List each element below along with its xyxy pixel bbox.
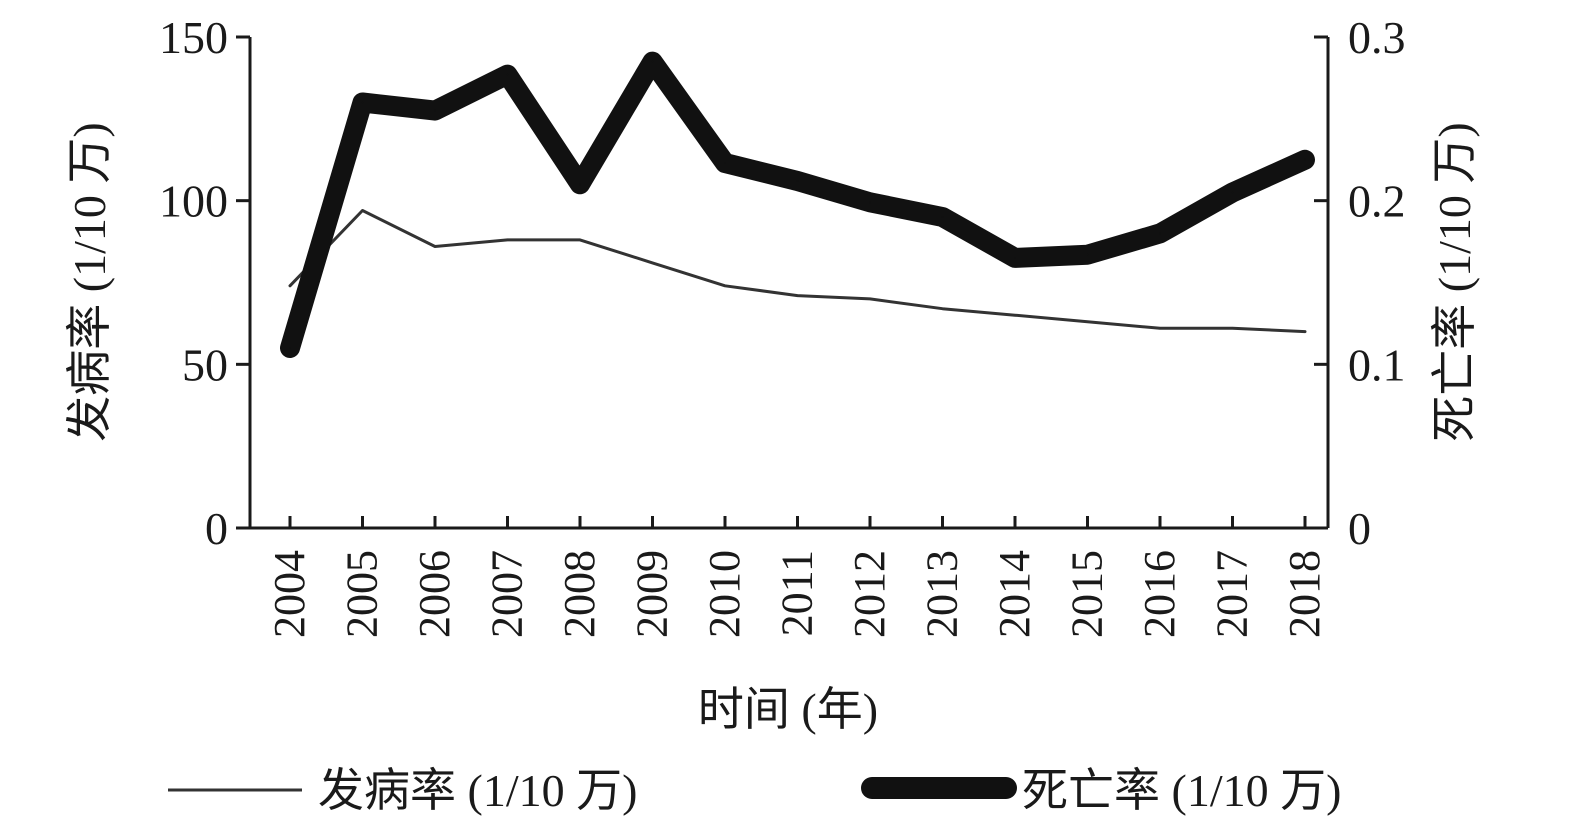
mortality-data-point <box>361 101 364 104</box>
x-tick-label: 2018 <box>1280 550 1329 638</box>
incidence-data-point <box>579 239 581 241</box>
incidence-data-point <box>1304 330 1306 333</box>
mortality-data-point <box>1159 232 1161 235</box>
legend: 发病率 (1/10 万) 死亡率 (1/10 万) <box>168 765 1341 816</box>
y-right-tick-label: 0.2 <box>1348 176 1406 227</box>
legend-label-mortality: 死亡率 (1/10 万) <box>1022 765 1341 816</box>
incidence-data-point <box>1231 327 1234 330</box>
incidence-data-point <box>724 284 726 287</box>
mortality-data-point <box>1304 158 1306 161</box>
y-left-tick-label: 150 <box>159 12 228 63</box>
x-tick-label: 2009 <box>628 550 677 638</box>
mortality-data-point <box>289 346 291 349</box>
x-tick-label: 2007 <box>483 550 532 638</box>
y-left-axis-label: 发病率 (1/10 万) <box>64 122 115 441</box>
x-tick-label: 2015 <box>1063 550 1112 638</box>
x-tick-label: 2017 <box>1208 550 1257 638</box>
series-layer <box>280 51 1315 358</box>
mortality-data-point <box>506 73 509 76</box>
y-left-tick-label: 0 <box>205 503 228 554</box>
mortality-data-point <box>1014 256 1016 259</box>
incidence-data-point <box>434 245 436 248</box>
x-tick-label: 2011 <box>773 550 822 636</box>
left-ticks: 0 50 100 150 <box>159 12 250 554</box>
y-right-axis-label: 死亡率 (1/10 万) <box>1429 122 1480 441</box>
mortality-data-point <box>1231 191 1234 194</box>
incidence-data-point <box>869 298 871 300</box>
x-tick-label: 2004 <box>265 550 314 638</box>
x-tick-label: 2010 <box>700 550 749 638</box>
mortality-data-point <box>724 162 726 165</box>
x-tick-label: 2014 <box>990 550 1039 638</box>
mortality-data-point <box>651 60 654 63</box>
y-left-tick-label: 50 <box>182 339 228 390</box>
incidence-data-point <box>1159 327 1161 330</box>
mortality-data-point <box>869 201 871 204</box>
x-axis-label: 时间 (年) <box>698 684 878 735</box>
right-ticks: 0 0.1 0.2 0.3 <box>1314 12 1406 554</box>
incidence-data-point <box>796 294 799 297</box>
mortality-data-point <box>941 216 944 219</box>
x-tick-label: 2006 <box>410 550 459 638</box>
mortality-data-point <box>796 180 799 183</box>
incidence-data-point <box>506 239 509 241</box>
x-tick-label: 2005 <box>338 550 387 638</box>
legend-label-incidence: 发病率 (1/10 万) <box>318 765 637 816</box>
incidence-data-point <box>651 262 654 264</box>
x-tick-label: 2016 <box>1135 550 1184 638</box>
mortality-series-line <box>280 51 1315 358</box>
y-right-tick-label: 0 <box>1348 503 1371 554</box>
x-tick-label: 2013 <box>918 550 967 638</box>
y-left-tick-label: 100 <box>159 176 228 227</box>
incidence-data-point <box>361 209 364 212</box>
axes <box>248 37 1330 530</box>
incidence-data-point <box>941 307 944 310</box>
incidence-data-point <box>1014 314 1016 317</box>
mortality-data-point <box>1086 253 1089 256</box>
mortality-data-point <box>434 109 436 112</box>
incidence-data-point <box>289 284 291 287</box>
mortality-data-point <box>579 183 581 186</box>
x-tick-label: 2008 <box>555 550 604 638</box>
incidence-data-point <box>1086 320 1089 323</box>
x-ticks: 2004 2005 2006 2007 2008 2009 2010 2011 2012 2013… <box>265 516 1329 638</box>
y-right-tick-label: 0.3 <box>1348 12 1406 63</box>
y-right-tick-label: 0.1 <box>1348 339 1406 390</box>
x-tick-label: 2012 <box>845 550 894 638</box>
